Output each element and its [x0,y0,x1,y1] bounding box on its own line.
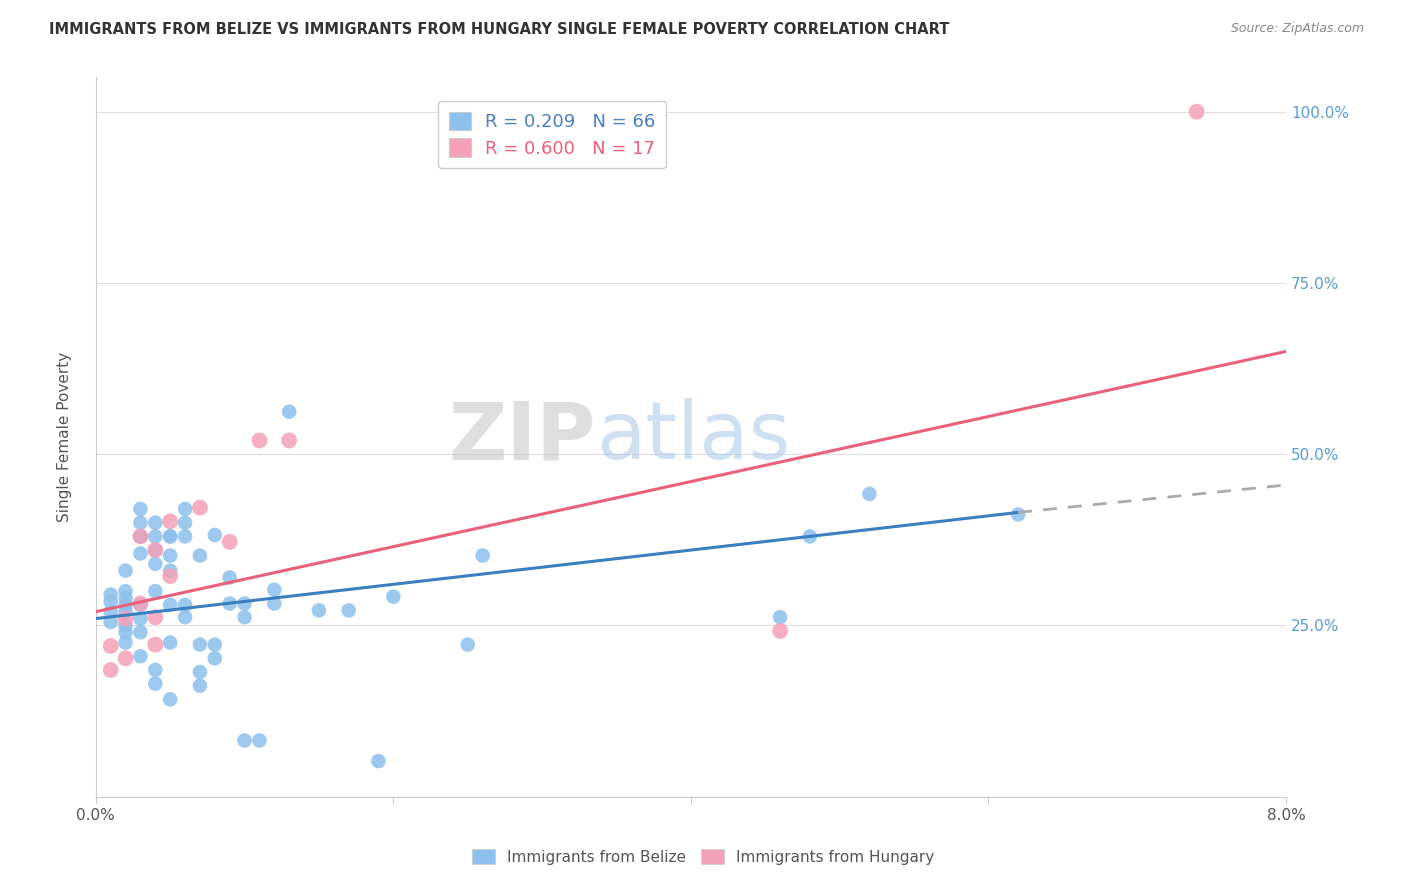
Point [188,665,211,679]
Point [174,502,197,516]
Point [188,638,211,652]
Point [114,598,136,612]
Point [114,584,136,599]
Point [174,529,197,543]
Point [218,597,240,611]
Point [188,500,211,515]
Point [114,625,136,640]
Point [100,605,122,619]
Point [159,514,181,528]
Point [114,651,136,665]
Point [159,635,181,649]
Point [143,638,166,652]
Point [129,547,152,561]
Point [100,663,122,677]
Point [143,610,166,624]
Point [159,529,181,543]
Point [769,624,792,638]
Point [129,529,152,543]
Point [249,434,271,448]
Point [114,564,136,578]
Point [114,618,136,632]
Point [143,543,166,558]
Point [143,543,166,558]
Text: ZIP: ZIP [449,398,596,476]
Legend: R = 0.209   N = 66, R = 0.600   N = 17: R = 0.209 N = 66, R = 0.600 N = 17 [439,101,666,169]
Point [799,529,821,543]
Y-axis label: Single Female Poverty: Single Female Poverty [58,352,72,522]
Point [263,582,285,597]
Point [174,598,197,612]
Point [143,516,166,530]
Point [174,610,197,624]
Text: Source: ZipAtlas.com: Source: ZipAtlas.com [1230,22,1364,36]
Point [204,528,226,542]
Point [143,557,166,571]
Point [143,663,166,677]
Point [100,594,122,608]
Point [159,529,181,543]
Point [278,434,301,448]
Text: IMMIGRANTS FROM BELIZE VS IMMIGRANTS FROM HUNGARY SINGLE FEMALE POVERTY CORRELAT: IMMIGRANTS FROM BELIZE VS IMMIGRANTS FRO… [49,22,949,37]
Point [100,639,122,653]
Point [188,679,211,693]
Point [337,603,360,617]
Point [308,603,330,617]
Point [233,733,256,747]
Point [159,564,181,578]
Point [129,529,152,543]
Point [858,487,880,501]
Point [129,611,152,625]
Point [129,625,152,640]
Point [471,549,494,563]
Point [114,635,136,649]
Point [204,651,226,665]
Point [129,516,152,530]
Point [233,597,256,611]
Point [159,598,181,612]
Legend: Immigrants from Belize, Immigrants from Hungary: Immigrants from Belize, Immigrants from … [465,843,941,871]
Point [129,598,152,612]
Point [129,502,152,516]
Text: atlas: atlas [596,398,790,476]
Point [159,692,181,706]
Point [143,529,166,543]
Point [159,549,181,563]
Point [278,405,301,419]
Point [233,610,256,624]
Point [1007,508,1029,522]
Point [1185,104,1208,119]
Point [204,638,226,652]
Point [769,610,792,624]
Point [367,754,389,768]
Point [100,615,122,629]
Point [188,549,211,563]
Point [218,570,240,584]
Point [100,588,122,602]
Point [129,649,152,664]
Point [143,676,166,690]
Point [114,591,136,605]
Point [129,597,152,611]
Point [457,638,479,652]
Point [382,590,405,604]
Point [129,529,152,543]
Point [249,733,271,747]
Point [143,584,166,599]
Point [218,534,240,549]
Point [263,597,285,611]
Point [114,611,136,625]
Point [174,516,197,530]
Point [114,605,136,619]
Point [159,569,181,583]
